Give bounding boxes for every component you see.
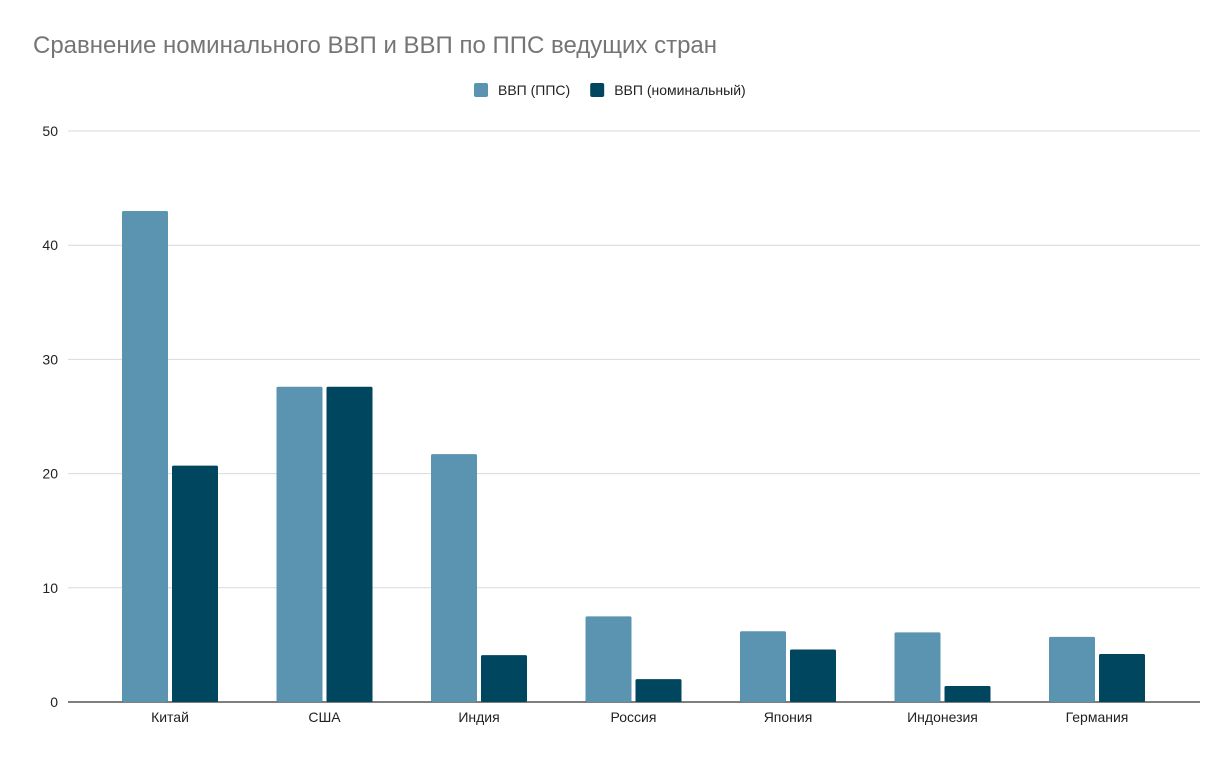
bar xyxy=(790,649,836,702)
bar xyxy=(122,210,168,702)
gridlines xyxy=(68,130,1200,703)
bar xyxy=(585,616,632,702)
bar xyxy=(944,686,991,702)
bar xyxy=(481,655,527,702)
y-tick-label: 0 xyxy=(50,694,58,710)
y-tick-label: 40 xyxy=(42,237,58,253)
bar xyxy=(326,386,373,702)
y-tick-label: 10 xyxy=(42,580,58,596)
y-tick-label: 20 xyxy=(42,466,58,482)
bar xyxy=(1049,636,1095,702)
x-tick-label: Германия xyxy=(1066,709,1129,725)
bars xyxy=(122,210,1145,702)
legend: ВВП (ППС) ВВП (номинальный) xyxy=(474,82,746,98)
x-axis: Китай США Индия Россия Япония Индонезия Герман… xyxy=(151,709,1128,725)
legend-label: ВВП (номинальный) xyxy=(614,82,746,98)
x-tick-label: Китай xyxy=(151,709,189,725)
bar xyxy=(1099,654,1145,702)
x-tick-label: Япония xyxy=(764,709,813,725)
x-tick-label: Индия xyxy=(458,709,499,725)
x-tick-label: Индонезия xyxy=(907,709,978,725)
x-tick-label: Россия xyxy=(611,709,657,725)
legend-swatch xyxy=(590,83,605,97)
bar xyxy=(740,631,786,702)
legend-label: ВВП (ППС) xyxy=(498,82,570,98)
bar xyxy=(172,465,218,702)
bar xyxy=(431,454,477,702)
bar xyxy=(894,632,941,702)
chart-title: Сравнение номинального ВВП и ВВП по ППС … xyxy=(33,32,717,59)
bar xyxy=(635,679,682,702)
y-tick-label: 50 xyxy=(42,123,58,139)
y-tick-label: 30 xyxy=(42,351,58,367)
legend-swatch xyxy=(474,83,488,97)
y-axis: 0 10 20 30 40 50 xyxy=(42,123,58,710)
x-tick-label: США xyxy=(308,709,341,725)
bar xyxy=(276,386,323,702)
